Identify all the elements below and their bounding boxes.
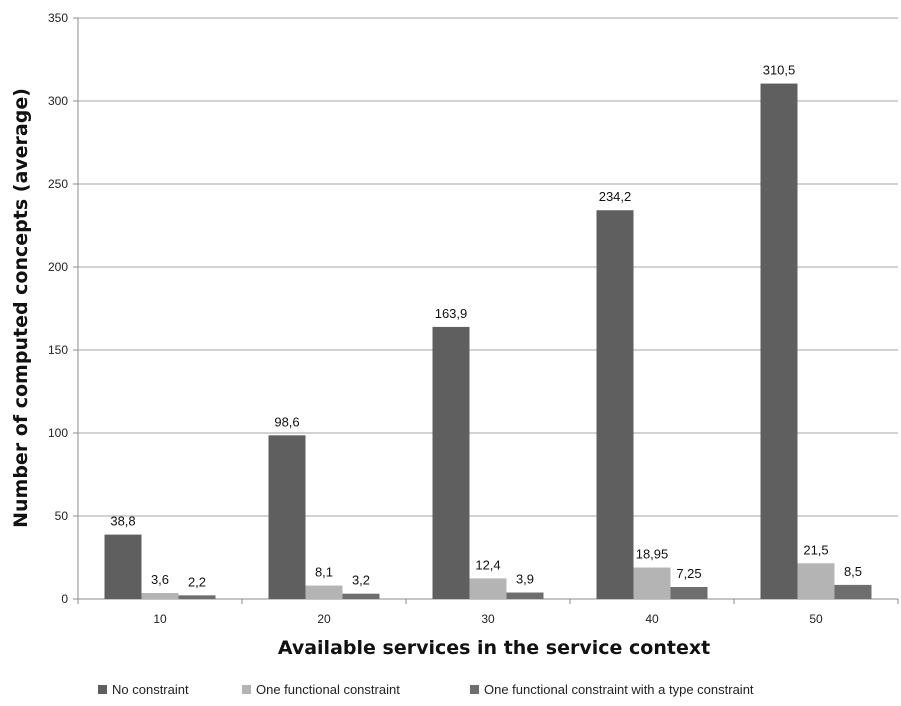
y-tick-label: 250 (48, 177, 68, 191)
data-label: 38,8 (110, 514, 135, 529)
x-tick-label: 40 (645, 612, 659, 626)
y-axis-ticks: 0 50 100 150 200 250 300 350 (48, 11, 79, 606)
data-label: 8,5 (844, 564, 862, 579)
x-tick-label: 20 (317, 612, 331, 626)
x-axis-title: Available services in the service contex… (278, 637, 710, 659)
data-label: 2,2 (188, 574, 206, 589)
y-tick-label: 300 (48, 94, 68, 108)
data-label: 3,6 (151, 572, 169, 587)
y-axis-title: Number of computed concepts (average) (10, 88, 32, 528)
x-tick-label: 50 (809, 612, 823, 626)
data-labels: 38,8 3,6 2,2 98,6 8,1 3,2 163,9 12,4 3,9 234,2 18,… (110, 63, 862, 590)
legend-swatch (242, 685, 251, 694)
legend-label: One functional constraint (256, 682, 400, 697)
bar (141, 593, 179, 599)
bar (305, 585, 343, 599)
data-label: 310,5 (763, 63, 796, 78)
bar (834, 584, 872, 599)
data-label: 21,5 (803, 542, 828, 557)
y-tick-label: 100 (48, 426, 68, 440)
data-label: 234,2 (599, 189, 632, 204)
y-tick-label: 150 (48, 343, 68, 357)
bar (104, 534, 142, 599)
data-label: 3,2 (352, 573, 370, 588)
data-label: 18,95 (636, 547, 669, 562)
legend: No constraint One functional constraint On… (98, 682, 754, 697)
bar (670, 586, 708, 599)
bar (633, 567, 671, 599)
y-tick-label: 350 (48, 11, 68, 25)
legend-label: No constraint (112, 682, 189, 697)
bar (469, 578, 507, 599)
y-tick-label: 0 (61, 592, 68, 606)
bar (506, 592, 544, 599)
legend-swatch (98, 685, 107, 694)
legend-label: One functional constraint with a type co… (484, 682, 754, 697)
y-tick-label: 200 (48, 260, 68, 274)
bars (104, 83, 872, 599)
x-axis-ticks: 10 20 30 40 50 (77, 599, 899, 626)
x-tick-label: 10 (153, 612, 167, 626)
data-label: 12,4 (475, 557, 500, 572)
data-label: 7,25 (676, 566, 701, 581)
bar (797, 563, 835, 599)
bar (178, 595, 216, 599)
gridlines (78, 17, 898, 600)
x-tick-label: 30 (481, 612, 495, 626)
legend-swatch (470, 685, 479, 694)
data-label: 163,9 (435, 306, 468, 321)
bar (342, 593, 380, 599)
bar (268, 435, 306, 599)
bar (432, 326, 470, 599)
data-label: 3,9 (516, 572, 534, 587)
bar (596, 210, 634, 599)
bar (760, 83, 798, 599)
data-label: 98,6 (274, 414, 299, 429)
data-label: 8,1 (315, 565, 333, 580)
y-tick-label: 50 (55, 509, 69, 523)
